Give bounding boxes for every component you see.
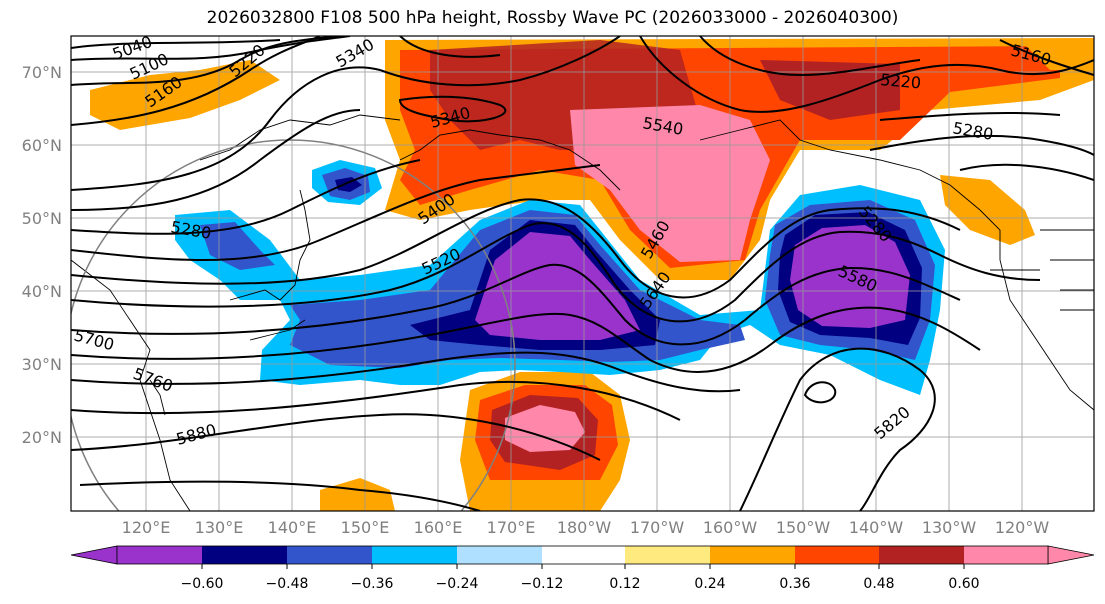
map-area: 5040 5100 5160 5220 5340 5340 5160 5220 … [71,36,1094,511]
lon-label: 160°W [703,518,758,537]
colorbar-segment [625,546,710,564]
colorbar-segment [287,546,372,564]
lat-label: 60°N [22,136,62,155]
colorbar: −0.60 −0.48 −0.36 −0.24 −0.12 0.12 0.24 … [70,545,1095,592]
colorbar-segment [710,546,795,564]
lon-label: 160°E [414,518,463,537]
colorbar-tick-label: −0.48 [266,576,309,592]
lat-label: 40°N [22,282,62,301]
lat-label: 30°N [22,355,62,374]
longitude-labels: 120°E 130°E 140°E 150°E 160°E 170°E 180°… [122,518,1050,537]
lon-label: 130°E [195,518,244,537]
lat-label: 20°N [22,428,62,447]
colorbar-tick-label: −0.36 [351,576,394,592]
colorbar-tick-label: 0.36 [779,576,810,592]
height-contours [71,36,1094,511]
colorbar-tick-label: 0.12 [609,576,640,592]
colorbar-segment [795,546,879,564]
reference-circle [71,139,516,511]
colorbar-segment [372,546,457,564]
coastlines [71,114,1094,511]
gridlines [71,36,1094,511]
colorbar-segment [542,546,625,564]
lat-label: 50°N [22,209,62,228]
colorbar-segment [117,546,202,564]
lon-label: 140°E [268,518,317,537]
map-frame [70,35,1095,512]
colorbar-tick-label: −0.12 [521,576,564,592]
lon-label: 150°W [776,518,831,537]
latitude-labels: 70°N 60°N 50°N 40°N 30°N 20°N [22,63,62,447]
lon-label: 150°E [341,518,390,537]
lat-label: 70°N [22,63,62,82]
colorbar-segment [202,546,287,564]
colorbar-segment [964,546,1048,564]
colorbar-tick-label: 0.48 [863,576,894,592]
colorbar-tick-label: 0.60 [948,576,979,592]
map-title: 2026032800 F108 500 hPa height, Rossby W… [206,8,899,28]
colorbar-segment [879,546,964,564]
lon-label: 140°W [849,518,904,537]
colorbar-max-extension [1047,545,1095,565]
colorbar-tick-label: −0.24 [436,576,479,592]
lon-label: 120°E [122,518,171,537]
lon-label: 180°W [557,518,612,537]
colorbar-min-extension [70,545,118,565]
lon-label: 120°W [995,518,1050,537]
colorbar-tick-label: 0.24 [694,576,725,592]
contour-label: 5220 [880,70,922,92]
colorbar-tick-label: −0.60 [181,576,224,592]
colorbar-segment [457,546,542,564]
lon-label: 130°W [922,518,977,537]
lon-label: 170°W [630,518,685,537]
lon-label: 170°E [487,518,536,537]
